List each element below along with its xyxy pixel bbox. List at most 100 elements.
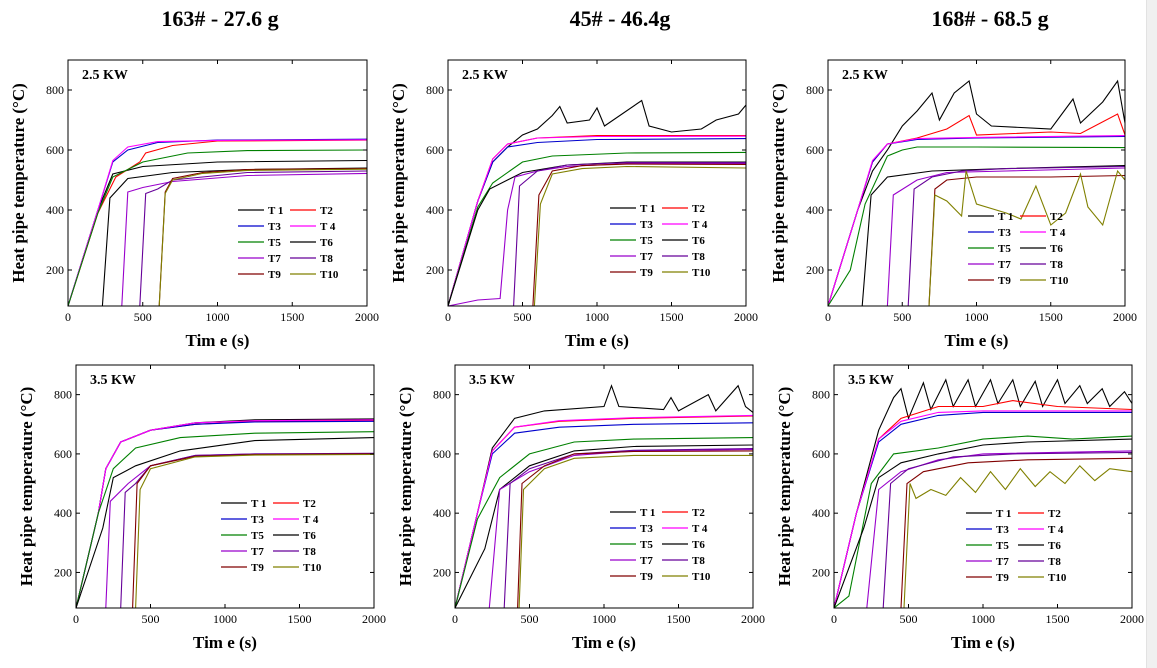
y-tick-label: 400: [433, 506, 451, 520]
y-tick-label: 600: [433, 447, 451, 461]
series-line-t9: [448, 163, 746, 306]
series-line-t7: [828, 167, 1125, 306]
legend-entry-label: T 4: [692, 523, 708, 535]
legend-entry-label: T10: [303, 562, 322, 574]
series-line-t10: [448, 165, 746, 306]
series-line-t4: [828, 135, 1125, 306]
column-title-45: 45# - 46.4g: [569, 6, 671, 31]
y-axis-label: Heat pipe temperature (°C): [769, 83, 788, 283]
x-tick-label: 2000: [1113, 310, 1137, 324]
y-axis-label: Heat pipe temperature (°C): [396, 387, 415, 587]
legend: T 1 T2 T3 T 4 T5 T6 T7 T8 T9 T10: [610, 203, 711, 279]
legend-entry-label: T5: [640, 235, 653, 247]
series-line-t1: [455, 384, 753, 608]
panel-power-label: 3.5 KW: [90, 373, 136, 388]
series-line-t4: [76, 419, 374, 608]
series-line-t9: [76, 453, 374, 608]
series-line-t1: [834, 378, 1132, 608]
series-line-t8: [68, 170, 367, 306]
x-tick-label: 500: [514, 310, 532, 324]
legend-entry-label: T6: [303, 530, 316, 542]
legend-entry-label: T2: [692, 507, 705, 519]
series-line-t4: [455, 414, 753, 608]
y-tick-label: 400: [54, 506, 72, 520]
panel-power-label: 2.5 KW: [462, 68, 508, 83]
series-line-t6: [448, 161, 746, 306]
series-line-t7: [455, 448, 753, 608]
legend-entry-label: T8: [303, 546, 316, 558]
series-line-t10: [76, 453, 374, 608]
legend-entry-label: T5: [268, 237, 281, 249]
legend-entry-label: T3: [251, 514, 264, 526]
y-tick-label: 600: [806, 143, 824, 157]
y-axis-label: Heat pipe temperature (°C): [17, 387, 36, 587]
legend-entry-label: T10: [320, 269, 339, 281]
legend-entry-label: T9: [640, 267, 653, 279]
series-line-t6: [76, 437, 374, 608]
legend-entry-label: T 1: [268, 205, 283, 217]
vertical-scrollbar[interactable]: [1146, 0, 1157, 668]
legend-entry-label: T10: [692, 267, 711, 279]
x-axis-label: Tim e (s): [565, 331, 629, 350]
y-tick-label: 200: [54, 565, 72, 579]
x-tick-label: 1500: [280, 310, 304, 324]
series-line-t6: [834, 438, 1132, 608]
x-tick-label: 2000: [734, 310, 758, 324]
plot-frame: [833, 364, 1133, 609]
legend-entry-label: T5: [251, 530, 264, 542]
x-tick-label: 1000: [965, 310, 989, 324]
legend: T 1 T2 T3 T 4 T5 T6 T7 T8 T9 T10: [610, 507, 711, 583]
y-tick-label: 200: [426, 263, 444, 277]
y-axis-label: Heat pipe temperature (°C): [775, 387, 794, 587]
panel-power-label: 3.5 KW: [469, 373, 515, 388]
legend-entry-label: T10: [1050, 275, 1069, 287]
y-tick-label: 200: [812, 565, 830, 579]
legend-entry-label: T5: [640, 539, 653, 551]
x-tick-label: 1000: [213, 612, 237, 626]
y-tick-label: 600: [812, 447, 830, 461]
column-title-168: 168# - 68.5 g: [931, 6, 1049, 31]
series-line-t2: [828, 113, 1125, 306]
series-line-t6: [455, 444, 753, 608]
y-tick-label: 200: [46, 263, 64, 277]
series-line-t10: [68, 168, 367, 306]
legend-entry-label: T3: [268, 221, 281, 233]
x-tick-label: 500: [142, 612, 160, 626]
legend-entry-label: T2: [1048, 508, 1061, 520]
legend: T 1 T2 T3 T 4 T5 T6 T7 T8 T9 T10: [966, 508, 1067, 584]
series-line-t10: [834, 464, 1132, 608]
legend-entry-label: T6: [320, 237, 333, 249]
legend-entry-label: T7: [268, 253, 281, 265]
legend-entry-label: T 4: [1050, 227, 1066, 239]
series-line-t7: [834, 450, 1132, 608]
x-tick-label: 1500: [288, 612, 312, 626]
series-line-t8: [76, 452, 374, 608]
series-line-t5: [834, 435, 1132, 608]
y-axis-label: Heat pipe temperature (°C): [9, 83, 28, 283]
legend-entry-label: T9: [268, 269, 281, 281]
series-line-t8: [834, 451, 1132, 608]
series-line-t5: [76, 431, 374, 608]
legend-entry-label: T9: [251, 562, 264, 574]
y-tick-label: 800: [812, 388, 830, 402]
column-title-163: 163# - 27.6 g: [161, 6, 279, 31]
x-tick-label: 500: [900, 612, 918, 626]
series-line-t1: [828, 79, 1125, 306]
y-tick-label: 600: [46, 143, 64, 157]
x-axis-label: Tim e (s): [572, 633, 636, 652]
legend-entry-label: T 4: [320, 221, 336, 233]
legend-entry-label: T10: [692, 571, 711, 583]
series-line-t3: [76, 420, 374, 608]
legend-entry-label: T6: [1050, 243, 1063, 255]
legend-entry-label: T 1: [996, 508, 1011, 520]
y-tick-label: 200: [806, 263, 824, 277]
series-line-t10: [828, 169, 1125, 306]
y-tick-label: 200: [433, 565, 451, 579]
legend-entry-label: T2: [1050, 211, 1063, 223]
chart-panel-6: 0 500 1000 1500 2000 200 400 600 800 Tim e (s) Hea…: [775, 364, 1144, 652]
legend-entry-label: T3: [996, 524, 1009, 536]
chart-panel-4: 0 500 1000 1500 2000 200 400 600 800 Tim e (s) Hea…: [17, 364, 386, 652]
x-axis-label: Tim e (s): [945, 331, 1009, 350]
chart-panel-1: 0 500 1000 1500 2000 200 400 600 800 Tim e (s) Hea…: [9, 59, 379, 350]
legend-entry-label: T9: [640, 571, 653, 583]
